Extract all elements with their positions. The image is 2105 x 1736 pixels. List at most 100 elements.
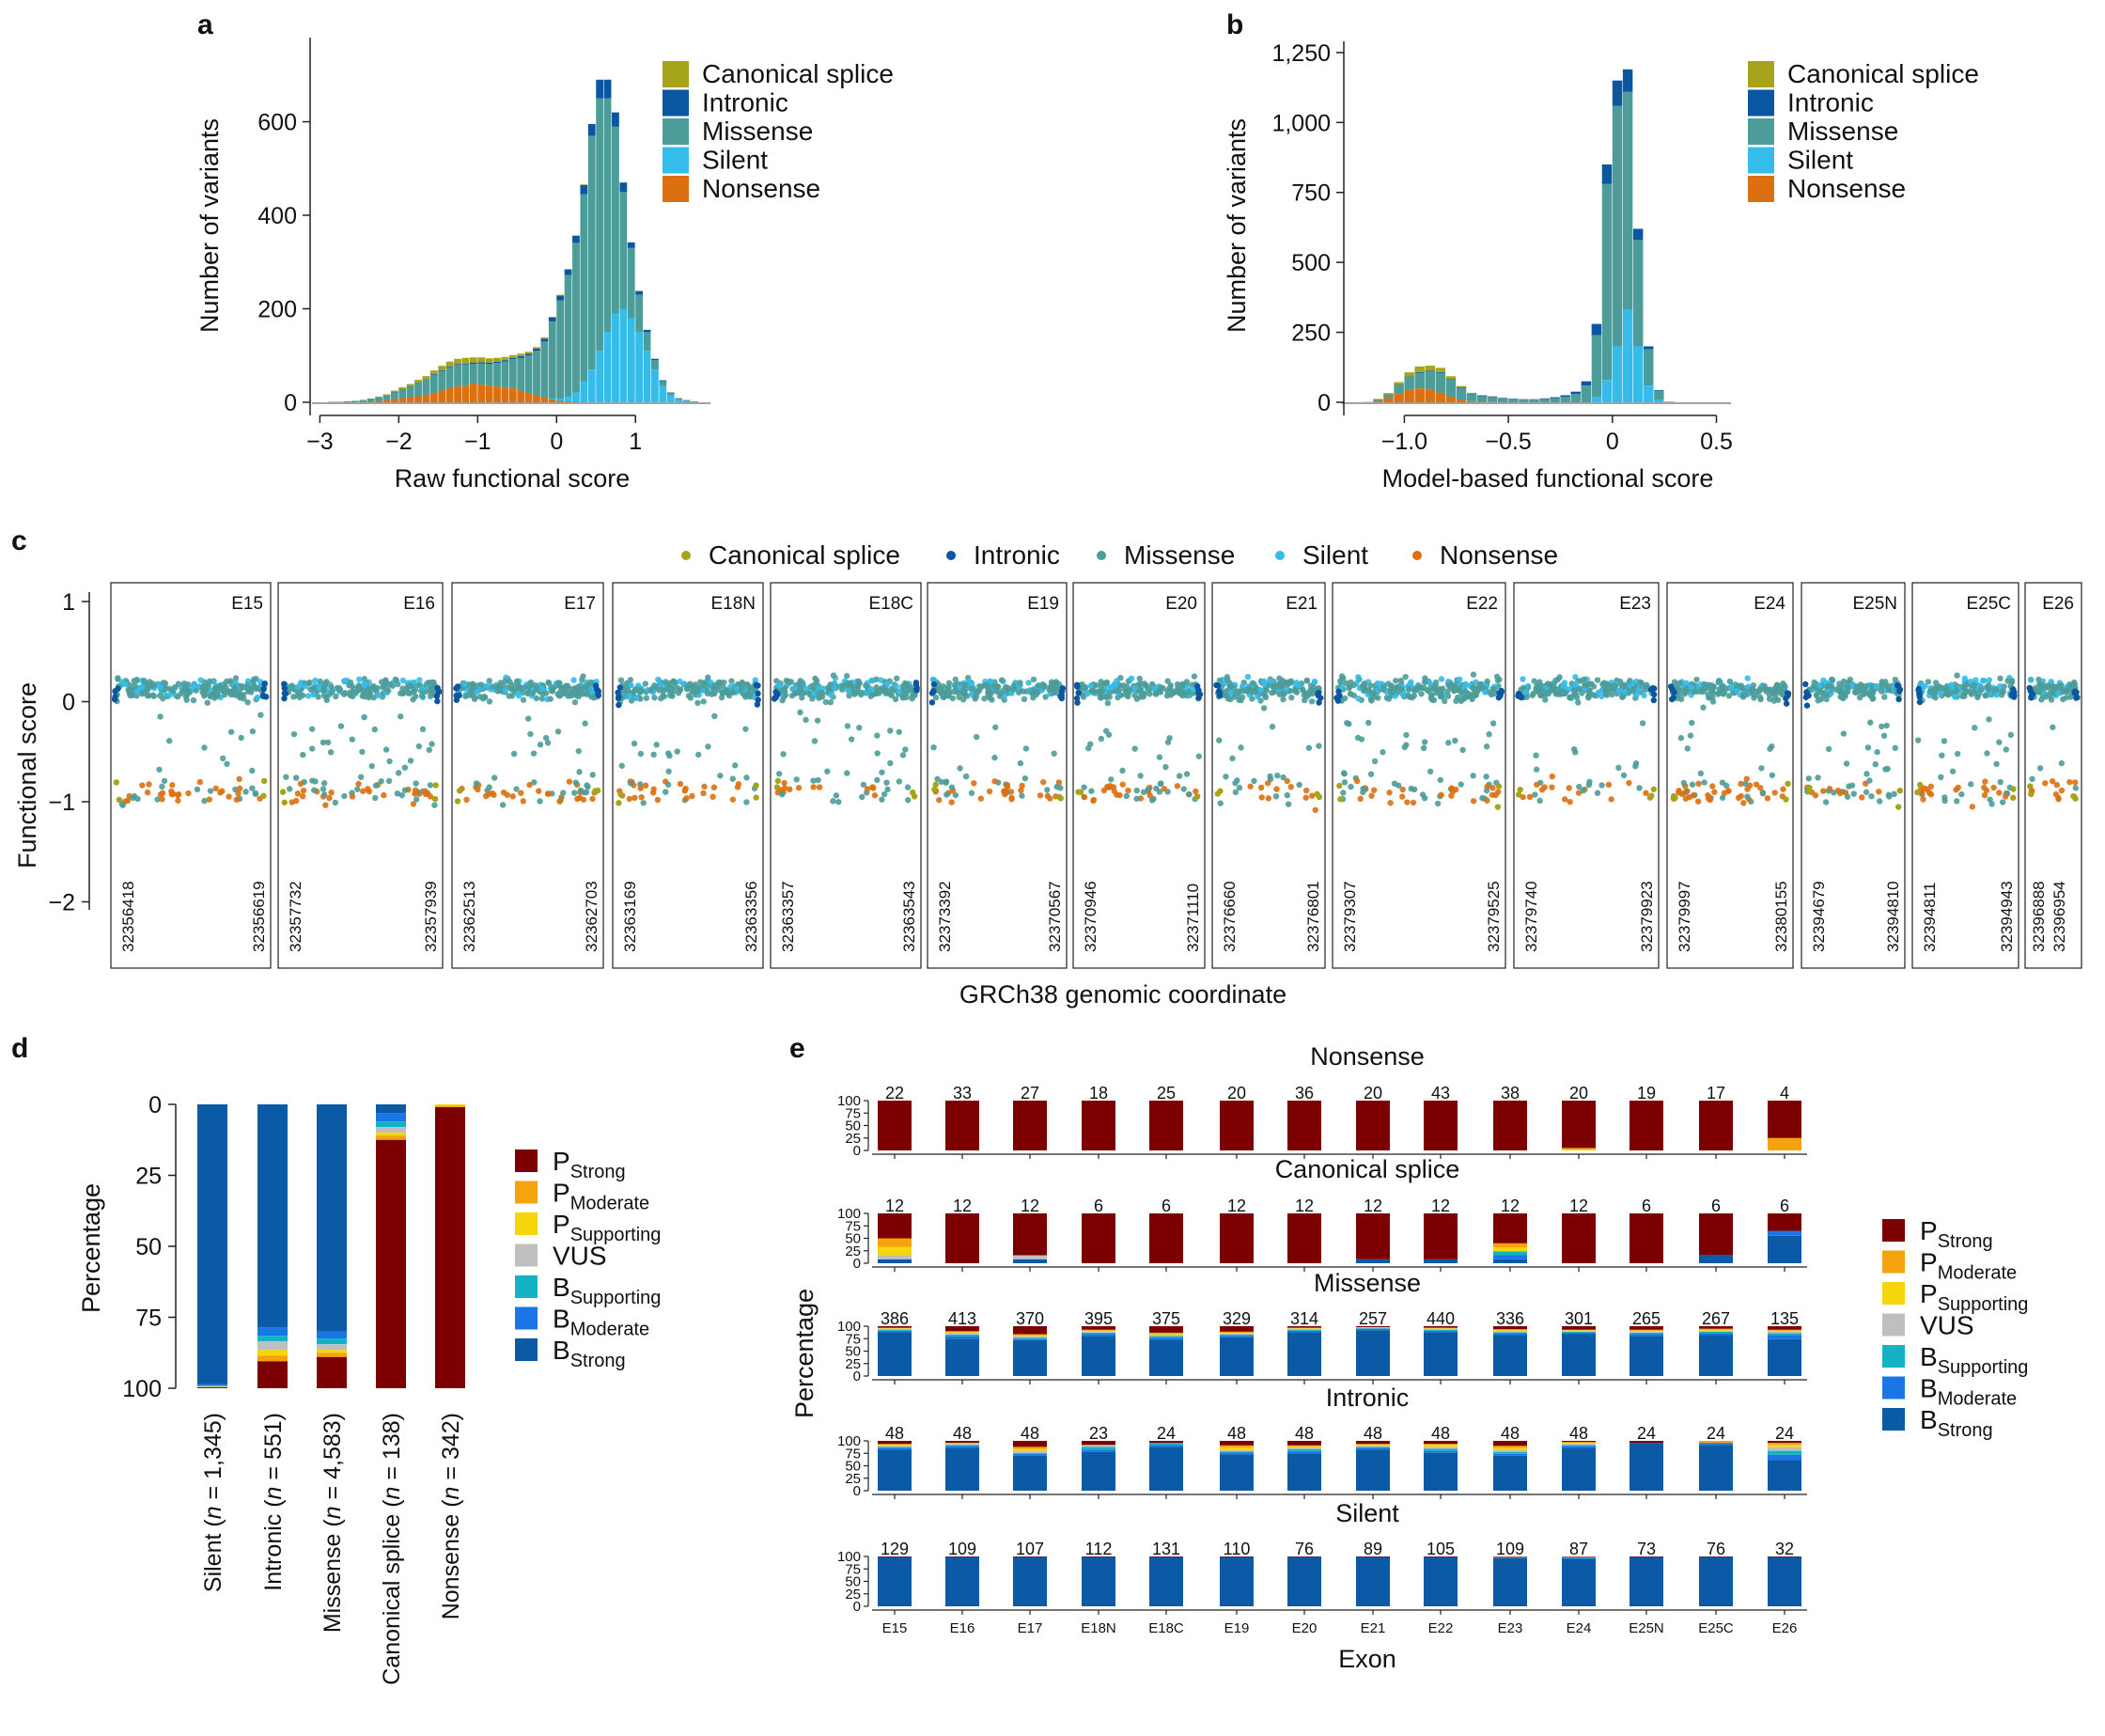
point-missense [357,774,365,780]
bar-vus-e17 [1013,1450,1047,1453]
legend-swatch-p-strong [515,1150,538,1172]
point-missense [513,678,521,685]
coord-end: 32394943 [1998,881,2016,952]
bar-p-strong-e26 [1768,1441,1801,1444]
point-missense [1396,782,1402,789]
point-missense [899,683,906,690]
point-nonsense [1626,779,1632,787]
count-label: 20 [1569,1084,1588,1103]
point-missense [1124,692,1131,698]
y-tick-label: 25 [845,1587,861,1603]
bar-intronic-5 [1414,371,1425,373]
point-missense [643,695,650,701]
point-missense [1236,784,1243,791]
coord-end: 32363356 [742,881,760,952]
bar-b-moderate-e21 [1356,1447,1390,1450]
point-missense [1360,785,1366,792]
bar-missense-5 [1414,372,1425,389]
legend-swatch-intronic [1748,89,1774,117]
point-missense [1315,685,1322,692]
point-missense [746,693,753,699]
bar-b-supporting-e26 [1768,1333,1801,1336]
point-nonsense [637,785,644,791]
point-missense [1840,691,1848,698]
point-missense [413,780,419,787]
point-missense [1216,677,1223,684]
point-silent [166,692,173,698]
point-nonsense [638,793,645,801]
bar-p-supporting-e23 [1493,1447,1527,1450]
x-tick-label: E18N [1081,1620,1116,1636]
point-missense [181,683,188,691]
point-missense [1104,699,1112,707]
bar-p-strong-e24 [1562,1441,1596,1443]
point-nonsense [1608,796,1614,803]
point-silent [1426,679,1432,686]
exon-frame [1513,582,1660,969]
point-missense [814,717,821,724]
point-missense [1173,689,1179,696]
point-nonsense [1257,784,1265,791]
point-missense [1882,679,1889,685]
bar-b-strong-e24 [1562,1558,1596,1606]
point-nonsense [1353,777,1361,785]
count-label: 107 [1016,1540,1044,1558]
bar-b-supporting-e18n [1082,1447,1115,1450]
point-missense [1438,693,1444,699]
coord-end: 32363543 [900,881,918,952]
point-missense [1419,791,1427,798]
point-nonsense [1265,795,1271,802]
point-missense [257,712,264,718]
point-missense [159,783,165,790]
point-missense [1300,686,1306,693]
bar-nonsense-14 [429,393,438,402]
point-silent [1112,682,1119,689]
point-missense [1044,787,1051,793]
exon-label: E23 [1619,594,1651,614]
bar-b-supporting-e17 [1013,1337,1047,1339]
y-tick-label: 75 [135,1306,162,1332]
bar-p-moderate-e25c [1699,1328,1733,1330]
point-missense [1244,686,1251,693]
point-nonsense [869,784,876,790]
point-missense [242,684,250,691]
point-nonsense [1520,793,1526,801]
bar-p-moderate-e20 [1287,1445,1321,1447]
point-missense [1759,789,1767,796]
point-missense [1105,731,1113,738]
y-tick-label: 0 [853,1368,861,1384]
point-missense [1689,781,1696,788]
group-title: Nonsense [1310,1042,1425,1071]
point-nonsense [1549,784,1555,790]
point-missense [1941,738,1948,744]
point-missense [149,680,156,687]
bar-intronic-3 [1394,384,1404,386]
point-silent [884,680,891,687]
point-nonsense [2042,780,2049,787]
point-missense [938,778,944,786]
legend-subscript: Moderate [1938,1389,2018,1410]
bar-missense-29 [1664,401,1675,402]
point-missense [1100,680,1108,687]
point-missense [572,779,579,786]
point-nonsense [157,791,164,798]
coord-end: 32370567 [1046,881,1064,952]
point-missense [1533,752,1539,759]
bar-missense-46 [682,399,691,401]
bar-p-strong-2 [317,1356,347,1388]
bar-silent-36 [603,332,612,402]
point-missense [538,696,546,702]
point-missense [1115,687,1122,695]
bar-p-moderate-e17 [1013,1334,1047,1336]
point-nonsense [328,790,335,796]
bar-b-moderate-e15 [878,1447,912,1450]
bar-intronic-29 [548,317,556,321]
point-intronic [1216,688,1223,695]
bar-p-strong-e15 [878,1213,912,1239]
point-missense [131,792,138,800]
point-missense [1709,689,1717,696]
coord-end: 32376801 [1304,881,1322,952]
bar-b-supporting-e16 [945,1335,979,1337]
point-silent [1520,676,1526,682]
